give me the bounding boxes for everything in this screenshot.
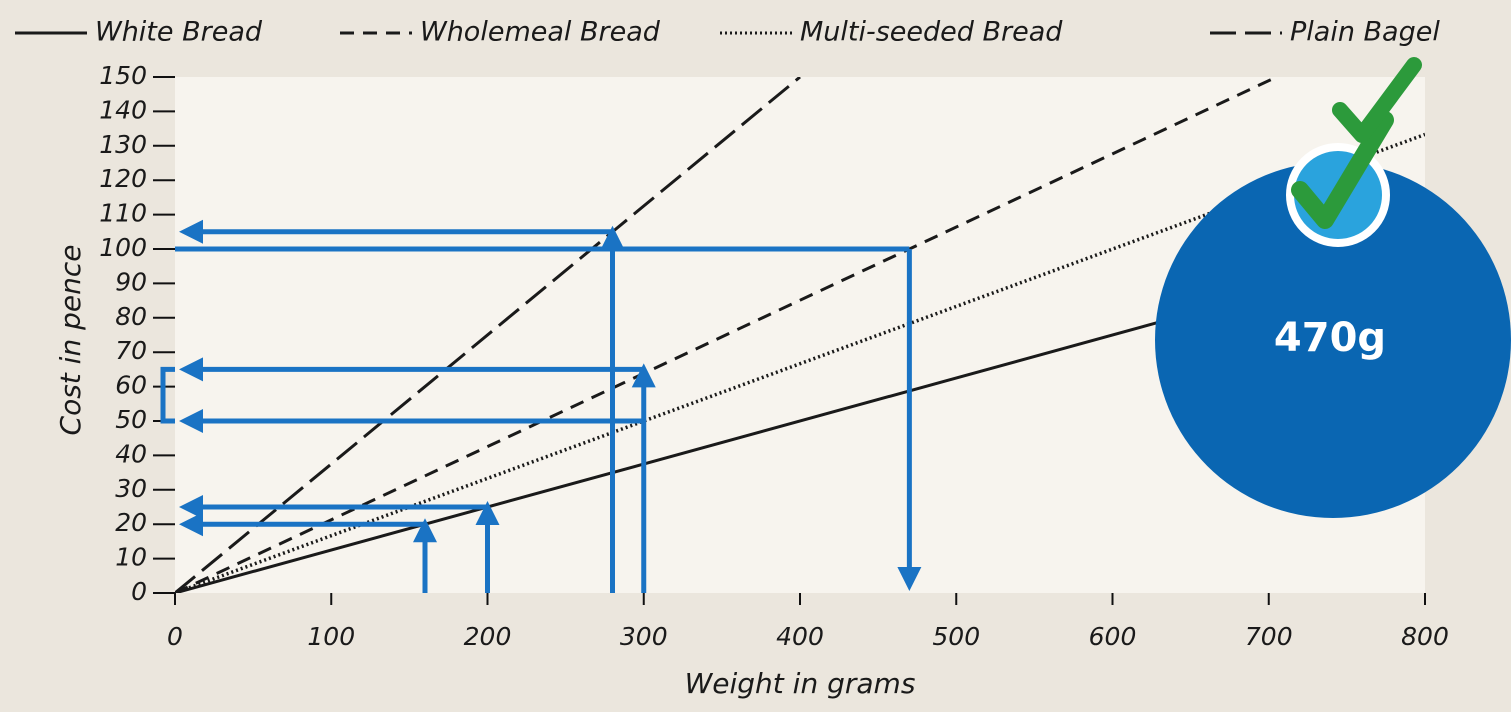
y-tick-label: 90	[115, 267, 147, 296]
y-tick-label: 80	[115, 302, 147, 331]
check-mark	[1332, 57, 1422, 143]
x-tick-label: 200	[464, 622, 512, 651]
arrow-head	[179, 219, 203, 244]
legend-label: Plain Bagel	[1290, 17, 1440, 48]
x-tick-label: 0	[167, 622, 183, 651]
arrow-head	[631, 363, 656, 388]
y-tick-label: 20	[115, 508, 147, 537]
reading-arrow	[179, 495, 500, 593]
y-tick-label: 110	[99, 199, 147, 228]
reading-arrow	[179, 409, 644, 433]
x-tick-label: 500	[932, 622, 980, 651]
legend-label: Multi-seeded Bread	[800, 17, 1063, 48]
legend-label: Wholemeal Bread	[420, 17, 661, 48]
x-tick-label: 700	[1245, 622, 1293, 651]
reading-arrow	[179, 512, 437, 593]
y-tick-label: 120	[99, 164, 147, 193]
x-tick-label: 300	[620, 622, 668, 651]
x-tick-label: 100	[307, 622, 355, 651]
x-tick-label: 600	[1089, 622, 1137, 651]
y-tick-label: 40	[115, 439, 147, 468]
reading-bracket	[160, 366, 175, 424]
badge-text: 470g	[1274, 315, 1386, 361]
y-tick-label: 70	[115, 336, 147, 365]
check-mark	[1291, 111, 1394, 229]
y-tick-label: 0	[131, 577, 147, 606]
arrow-head	[413, 518, 437, 543]
x-tick-label: 400	[776, 622, 824, 651]
badge: 470g	[1155, 57, 1511, 518]
arrow-head	[179, 409, 203, 433]
y-tick-label: 10	[115, 543, 147, 572]
y-tick-label: 30	[115, 474, 147, 503]
series-line	[175, 77, 801, 593]
arrow-head	[179, 357, 203, 382]
arrow-head	[897, 567, 922, 591]
y-tick-label: 130	[99, 130, 147, 159]
arrow-head	[475, 501, 500, 525]
series-line	[175, 132, 1425, 593]
y-tick-label: 100	[99, 233, 147, 262]
x-tick-label: 800	[1401, 622, 1449, 651]
x-axis-label: Weight in grams	[685, 667, 916, 700]
badge-circle	[1155, 162, 1511, 518]
y-tick-label: 60	[115, 371, 147, 400]
series-line	[175, 77, 1278, 593]
arrow-head	[179, 495, 203, 519]
reading-arrow	[179, 357, 656, 593]
arrow-head	[600, 225, 625, 250]
y-tick-label: 140	[99, 95, 147, 124]
y-tick-label: 50	[115, 405, 147, 434]
y-tick-label: 150	[99, 61, 147, 90]
legend-label: White Bread	[95, 17, 263, 48]
reading-arrow	[175, 246, 922, 591]
arrow-head	[179, 512, 203, 537]
y-axis-label: Cost in pence	[54, 245, 87, 436]
